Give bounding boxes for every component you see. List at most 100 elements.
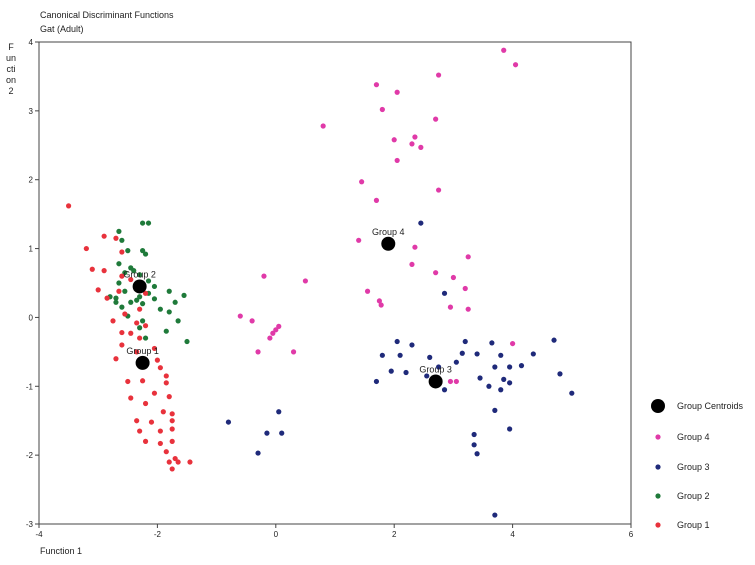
group-2-point — [140, 318, 146, 324]
group-3-point — [498, 352, 504, 358]
group-4-point — [462, 285, 468, 292]
group-4-point — [453, 378, 459, 385]
group-1-point — [169, 466, 175, 472]
x-axis-label: Function 1 — [40, 546, 83, 556]
group-1-point — [134, 418, 140, 424]
group-3-point — [569, 390, 575, 396]
group-3-point — [507, 426, 513, 432]
group-1-point — [163, 380, 169, 386]
group-3-point — [471, 442, 477, 448]
group-1-point — [128, 395, 134, 401]
group-2-point — [157, 306, 163, 312]
x-tick-label: 4 — [510, 530, 515, 539]
group-1-point — [163, 373, 169, 379]
group-3-point — [427, 354, 433, 360]
group-4-point — [270, 330, 276, 336]
y-tick-label: -1 — [26, 382, 34, 391]
group-3-point — [492, 407, 498, 413]
group-1-point — [119, 273, 125, 279]
group-4-point — [237, 313, 243, 319]
group-1-point — [66, 203, 72, 209]
x-tick-label: 0 — [274, 530, 279, 539]
group-1-point — [134, 349, 140, 355]
group-2-point — [137, 294, 143, 300]
legend-label: Group 4 — [677, 432, 710, 442]
y-axis-ticks: -3 -2 -1 0 1 2 3 4 — [26, 38, 39, 529]
centroid-label: Group 1 — [126, 346, 159, 356]
group-4-point — [394, 157, 400, 164]
group-2-point — [137, 272, 143, 278]
group-4-point — [450, 274, 456, 281]
group-1-point — [169, 411, 175, 417]
group-3-point — [498, 387, 504, 393]
group-2-point — [166, 309, 172, 315]
group-1-point — [119, 249, 125, 255]
group-2-point — [119, 304, 125, 310]
group-3-point — [418, 220, 424, 226]
group-4-point — [412, 244, 418, 250]
group-4-point — [436, 72, 442, 78]
group-3-point — [403, 369, 409, 376]
legend: Group Centroids Group 4 Group 3 Group 2 Grou… — [651, 399, 744, 530]
group-2-point — [140, 301, 146, 307]
group-1-point — [137, 428, 143, 434]
group-centroids: Group 1 Group 2 Group 3 Group 4 — [123, 227, 452, 389]
group-3-point — [397, 352, 403, 358]
group-2-point — [184, 338, 190, 345]
group-2-point — [113, 295, 119, 301]
group-1-point — [83, 245, 89, 252]
group-3-point — [441, 387, 448, 393]
group-3-point — [492, 364, 498, 370]
y-tick-label: 0 — [29, 313, 34, 322]
x-tick-label: -2 — [154, 530, 162, 539]
x-tick-label: -4 — [35, 530, 43, 539]
group-4-point — [373, 82, 380, 88]
group-1-point — [154, 357, 160, 363]
group-1-point — [142, 400, 149, 407]
group-1-point — [169, 438, 175, 444]
group-2-point — [116, 261, 122, 267]
group-4-point — [465, 254, 471, 260]
group-1-point — [119, 342, 125, 348]
group-1-point — [157, 365, 163, 371]
group-1-point — [116, 288, 122, 294]
group-4-point — [447, 378, 454, 385]
group-2-point — [151, 283, 158, 290]
group-1-point — [101, 233, 107, 239]
group-1-point — [169, 418, 175, 424]
group-4-point — [356, 237, 362, 243]
centroid-marker — [381, 236, 396, 251]
group-2-point — [145, 278, 152, 284]
group-4-point — [249, 318, 255, 324]
group-1-point — [119, 329, 125, 336]
group-4-point — [436, 187, 442, 193]
group-2-point — [128, 299, 134, 305]
group-1-point — [137, 335, 143, 341]
group-1-point — [122, 311, 128, 317]
group-1-point — [125, 378, 131, 385]
group-1-point — [169, 426, 175, 432]
group-4-point — [409, 261, 415, 268]
group-3-point — [441, 290, 448, 296]
centroid-marker — [135, 355, 150, 370]
group-2-point — [175, 318, 181, 324]
group-3-point — [551, 337, 557, 343]
y-tick-label: 1 — [29, 245, 34, 254]
group-4-point — [359, 179, 365, 185]
legend-label: Group 3 — [677, 462, 710, 472]
group-3-point — [530, 351, 536, 357]
group-2-point — [116, 280, 122, 286]
group-1-point — [142, 290, 149, 296]
chart-title: Canonical Discriminant Functions — [40, 10, 174, 20]
y-tick-label: 2 — [29, 176, 34, 185]
group-2-point — [142, 335, 149, 341]
group-2-point — [172, 299, 178, 305]
y-tick-label: -2 — [26, 451, 34, 460]
plot-frame — [38, 41, 632, 525]
group-4-point — [376, 298, 382, 304]
group-3-point — [518, 363, 525, 369]
group-3-point — [379, 352, 385, 358]
group-1-point — [163, 449, 169, 455]
group-4-point — [433, 270, 439, 276]
